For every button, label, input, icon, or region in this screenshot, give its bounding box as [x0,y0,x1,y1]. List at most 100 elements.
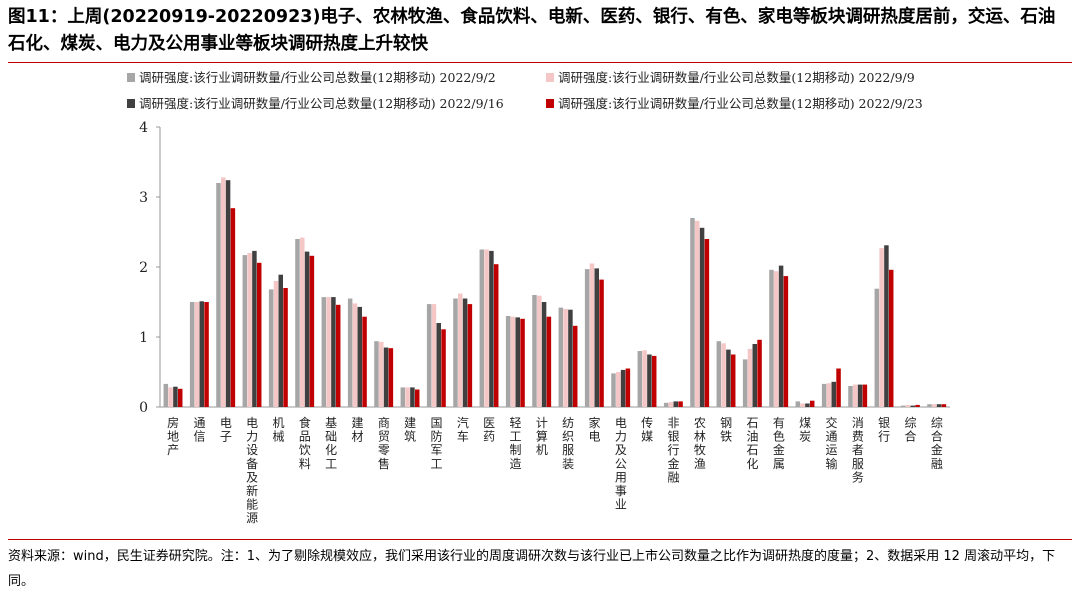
x-category-label: 电子 [220,416,232,444]
bar [826,383,832,407]
x-category-label: 交通运输 [825,415,837,471]
bar [848,386,853,407]
bar [831,381,836,407]
bar [331,297,336,407]
bar-chart: 调研强度:该行业调研数量/行业公司总数量(12期移动) 2022/9/2 调研强度… [127,70,950,525]
legend-swatch [546,99,554,108]
x-category-label: 消费者服务 [852,416,864,484]
bar [915,404,920,407]
chart-title: 图11：上周(20220919-20220923)电子、农林牧渔、食品饮料、电新… [8,7,1056,54]
bar [493,264,499,407]
bar [695,220,700,407]
x-category-label: 国防军工 [430,416,442,471]
bar [546,316,552,407]
bar [910,405,915,407]
bar [431,304,437,407]
axes [156,126,950,408]
bar [304,251,310,407]
bar [941,404,947,407]
bar [300,237,305,407]
y-tick-label: 0 [139,400,148,416]
bar [558,307,564,407]
bar [769,269,774,407]
bar [467,304,473,407]
x-category-label: 商贸零售 [378,415,390,471]
bar [690,218,695,407]
bar [532,295,537,407]
bar [216,183,221,407]
bar [678,401,683,407]
bar [520,318,525,407]
bar [699,227,705,407]
bar [462,298,468,407]
bar [256,262,262,407]
bar [173,386,178,407]
bar [489,250,494,407]
bar [774,271,779,407]
bar [541,302,547,407]
bar [905,404,911,407]
legend-swatch [127,73,135,82]
x-category-label: 非银行金融 [667,416,679,484]
bar [757,339,762,407]
bar [163,383,169,407]
x-category-label: 钢铁 [720,416,732,444]
bar [932,404,937,407]
bar [388,348,394,407]
bar [783,276,789,407]
bar [400,387,406,407]
bar [414,389,420,407]
legend-swatch [546,73,554,82]
bar [352,303,358,407]
bar [177,388,183,407]
bar [778,265,784,407]
bar [247,253,252,407]
x-category-label: 家电 [588,415,600,444]
bar [673,401,678,407]
bar [230,208,236,407]
x-category-label: 建材 [351,416,363,444]
bar [800,403,805,407]
bar [572,325,578,407]
x-category-label: 综合 [904,416,916,444]
bar [809,400,815,407]
bar [668,402,674,407]
x-category-label: 传媒 [641,415,653,444]
bar [616,372,621,407]
bar [857,384,863,407]
bar [278,274,283,407]
bar [716,341,722,407]
bar [458,293,463,407]
bar [563,309,568,407]
bar [805,403,810,407]
bar [283,288,288,407]
bar [936,404,942,407]
bar [853,384,858,407]
bar [436,323,441,407]
bar [321,297,327,407]
bar [410,387,415,407]
bar [874,288,880,407]
bar [515,317,520,407]
bar [651,355,657,407]
bar [252,250,257,407]
bar [326,297,331,407]
bar [405,387,410,407]
bar [862,384,868,407]
bar [362,316,367,407]
bar [584,269,590,407]
bar [441,329,446,407]
bar [704,239,710,407]
bar [379,341,384,407]
bars [163,177,947,407]
y-tick-label: 4 [139,120,148,136]
bar [663,402,669,407]
legend-label: 调研强度:该行业调研数量/行业公司总数量(12期移动) 2022/9/23 [558,96,923,111]
x-category-label: 食品饮料 [299,415,311,471]
x-category-label: 基础化工 [325,416,337,471]
bar [821,383,827,407]
source-rule [8,539,1072,540]
legend-label: 调研强度:该行业调研数量/行业公司总数量(12期移动) 2022/9/16 [139,96,504,111]
bar [747,348,753,407]
